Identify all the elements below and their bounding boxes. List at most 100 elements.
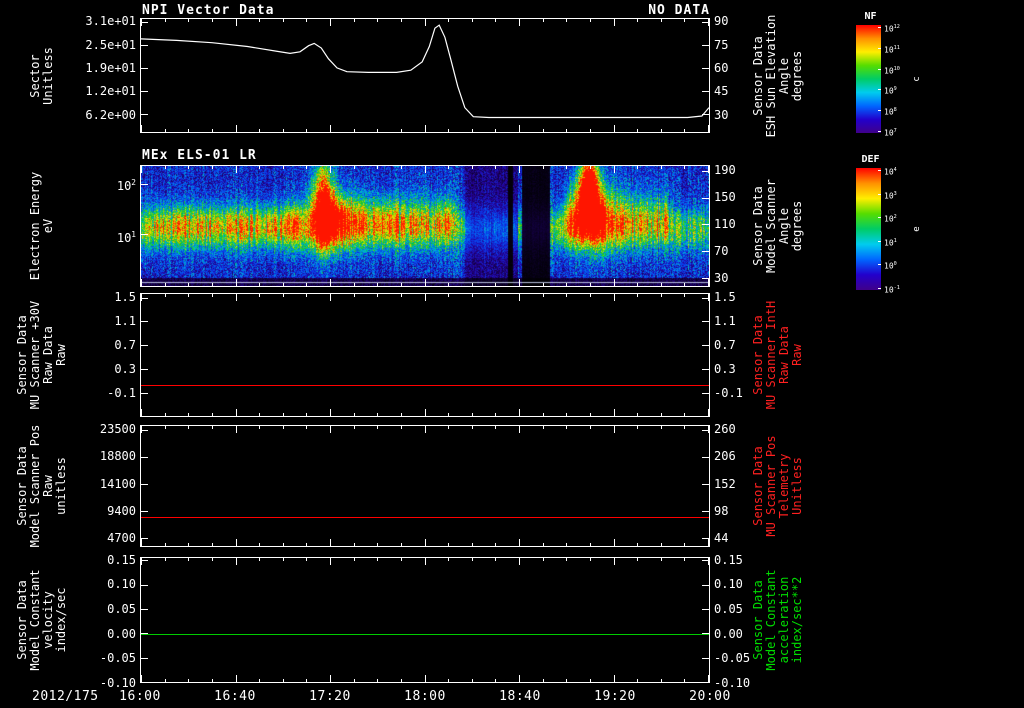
tick-mark (637, 543, 638, 546)
y-tick-label-left: 6.2e+00 (85, 108, 136, 122)
tick-mark (212, 679, 213, 682)
tick-mark (702, 45, 709, 46)
tick-mark (702, 369, 709, 370)
tick-mark (330, 409, 331, 416)
tick-mark (702, 251, 709, 252)
mu-scanner-30v-flat-line (141, 385, 709, 386)
tick-mark (472, 19, 473, 22)
tick-mark (425, 125, 426, 132)
tick-mark (448, 294, 449, 297)
tick-mark (702, 633, 709, 634)
mu-scanner-30v-left-axis-label-line: Raw (54, 344, 68, 366)
tick-mark (141, 538, 148, 539)
tick-mark (637, 166, 638, 169)
tick-mark (377, 283, 378, 286)
tick-mark (188, 679, 189, 682)
tick-mark (141, 184, 148, 185)
y-tick-label-left: 101 (116, 230, 136, 245)
tick-mark (141, 457, 148, 458)
tick-mark (708, 166, 709, 173)
tick-mark (259, 19, 260, 22)
tick-mark (283, 294, 284, 297)
tick-mark (236, 166, 237, 173)
tick-mark (236, 294, 237, 301)
tick-mark (354, 413, 355, 416)
npi-vector-right-axis-label: Sensor Data ESH Sun Elevation Angle degrees (751, 1, 804, 151)
tick-mark (141, 22, 148, 23)
tick-mark (519, 125, 520, 132)
tick-mark (684, 558, 685, 561)
tick-mark (141, 369, 148, 370)
tick-mark (212, 19, 213, 22)
tick-mark (283, 166, 284, 169)
tick-mark (702, 682, 709, 683)
tick-mark (472, 166, 473, 169)
tick-mark (708, 558, 709, 565)
tick-mark (566, 166, 567, 169)
tick-mark (702, 560, 709, 561)
y-tick-label-left: 0.7 (114, 338, 136, 352)
tick-mark (566, 129, 567, 132)
tick-mark (401, 19, 402, 22)
tick-mark (165, 19, 166, 22)
tick-mark (472, 426, 473, 429)
tick-mark (590, 413, 591, 416)
tick-mark (702, 585, 709, 586)
tick-mark (283, 19, 284, 22)
colorbar-tick-mark (878, 110, 881, 111)
tick-mark (425, 426, 426, 433)
model-scanner-pos-left-axis-label-line: unitless (54, 457, 68, 515)
tick-mark (661, 19, 662, 22)
tick-mark (141, 430, 148, 431)
tick-mark (590, 19, 591, 22)
tick-mark (141, 658, 148, 659)
tick-mark (566, 413, 567, 416)
els-spectrogram-panel (140, 165, 710, 287)
tick-mark (188, 283, 189, 286)
y-tick-label-right: -0.1 (714, 386, 743, 400)
tick-mark (566, 558, 567, 561)
tick-mark (377, 543, 378, 546)
tick-mark (543, 413, 544, 416)
tick-mark (684, 679, 685, 682)
tick-mark (377, 426, 378, 429)
colorbar-tick-mark (878, 48, 881, 49)
x-tick-label: 18:00 (404, 689, 446, 704)
tick-mark (401, 294, 402, 297)
npi-vector-panel (140, 18, 710, 133)
tick-mark (566, 19, 567, 22)
tick-mark (519, 539, 520, 546)
y-tick-label-right: 150 (714, 190, 736, 204)
tick-mark (354, 19, 355, 22)
colorbar-unit-label: e (912, 149, 922, 309)
tick-mark (543, 543, 544, 546)
tick-mark (472, 558, 473, 561)
tick-mark (425, 558, 426, 565)
tick-mark (495, 543, 496, 546)
model-scanner-pos-panel (140, 425, 710, 547)
colorbar-tick-label: 107 (884, 128, 897, 138)
tick-mark (188, 129, 189, 132)
model-constant-velocity-panel (140, 557, 710, 683)
tick-mark (401, 283, 402, 286)
tick-mark (283, 558, 284, 561)
tick-mark (425, 539, 426, 546)
tick-mark (259, 413, 260, 416)
tick-mark (354, 283, 355, 286)
y-tick-label-left: 14100 (99, 477, 136, 491)
y-tick-label-left: 18800 (99, 449, 136, 463)
tick-mark (472, 129, 473, 132)
tick-mark (684, 166, 685, 169)
tick-mark (141, 45, 148, 46)
model-scanner-pos-left-axis-label: Sensor Data Model Scanner Pos Raw unitless (15, 411, 68, 561)
tick-mark (330, 539, 331, 546)
tick-mark (543, 166, 544, 169)
colorbar-tick-mark (878, 131, 881, 132)
tick-mark (212, 426, 213, 429)
tick-mark (165, 679, 166, 682)
tick-mark (495, 129, 496, 132)
model-constant-velocity-right-axis-label-line: index/sec**2 (790, 576, 804, 664)
colorbar-tick-label: 1012 (884, 24, 900, 34)
y-tick-label-left: 0.15 (107, 553, 136, 567)
tick-mark (377, 679, 378, 682)
